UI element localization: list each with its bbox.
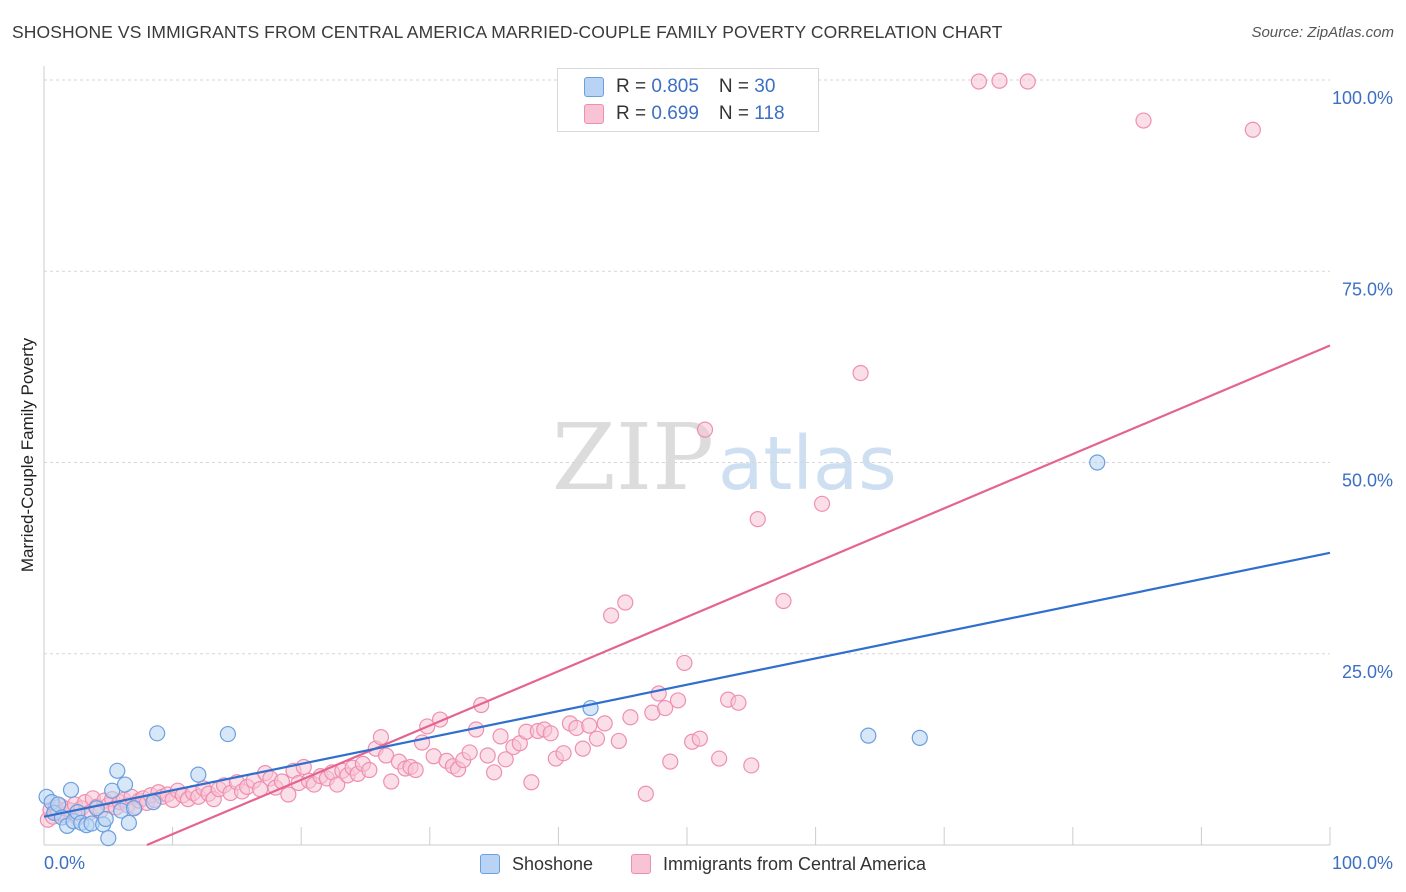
legend-swatch-shoshone: [480, 854, 500, 874]
immigrants-point: [407, 761, 424, 779]
immigrants-point: [669, 692, 687, 709]
immigrants-point: [617, 594, 634, 611]
shoshone-point: [125, 800, 143, 817]
immigrants-point: [991, 72, 1008, 89]
immigrants-point: [1135, 112, 1152, 129]
watermark: ZIP atlas: [552, 404, 897, 511]
legend-n-value: 118: [754, 103, 785, 124]
immigrants-point: [749, 511, 766, 528]
immigrants-point: [676, 654, 693, 672]
legend-n-label: N =: [718, 76, 755, 97]
immigrants-point: [461, 744, 478, 761]
immigrants-point: [361, 761, 378, 779]
immigrants-point: [1019, 73, 1036, 90]
immigrants-point: [372, 729, 390, 746]
legend-r-label: R =: [616, 76, 652, 97]
chart-title: SHOSHONE VS IMMIGRANTS FROM CENTRAL AMER…: [12, 22, 1003, 42]
immigrants-point: [852, 364, 869, 382]
shoshone-point: [1089, 454, 1106, 471]
immigrants-point: [329, 776, 346, 793]
immigrants-point: [603, 607, 620, 624]
immigrants-point: [581, 717, 598, 734]
gridlines: [44, 79, 1330, 655]
immigrants-point: [610, 732, 627, 750]
shoshone-point: [120, 814, 137, 831]
legend-swatch-immigrants: [631, 854, 651, 874]
shoshone-point: [911, 729, 928, 747]
legend-r-value: 0.699: [651, 103, 699, 124]
immigrants-point: [622, 709, 639, 726]
shoshone-point: [860, 727, 877, 744]
immigrants-point: [383, 773, 400, 790]
legend-label-immigrants: Immigrants from Central America: [663, 853, 927, 874]
legend-r-value: 0.805: [651, 76, 699, 97]
axes: [43, 66, 1331, 846]
y-tick-label: 25.0%: [1342, 662, 1393, 682]
immigrants-point: [542, 725, 559, 742]
y-tick-label: 100.0%: [1332, 88, 1393, 108]
correlation-legend: R = 0.805 N = 30 R = 0.699 N = 118: [557, 68, 819, 132]
immigrants-point: [970, 73, 988, 90]
immigrants-point: [588, 730, 606, 747]
legend-row-immigrants: R = 0.699 N = 118: [558, 100, 785, 128]
immigrants-trend-line: [146, 344, 1331, 847]
immigrants-point: [662, 753, 679, 770]
immigrants-point: [813, 495, 831, 512]
x-tick-label: 100.0%: [1332, 853, 1393, 873]
legend-swatch-immigrants: [584, 104, 604, 124]
shoshone-point: [100, 830, 117, 847]
source-label: Source: ZipAtlas.com: [1251, 24, 1394, 41]
immigrants-point: [657, 699, 674, 717]
immigrants-point: [377, 747, 395, 764]
watermark-atlas: atlas: [718, 421, 897, 507]
shoshone-trend-line: [43, 551, 1331, 818]
immigrants-point: [523, 774, 540, 791]
shoshone-point: [219, 725, 236, 743]
immigrants-point: [637, 785, 654, 802]
shoshone-point: [190, 766, 207, 783]
immigrants-point: [691, 730, 708, 747]
x-tick-label: 0.0%: [44, 853, 85, 873]
immigrants-point: [775, 592, 792, 610]
immigrants-point: [696, 421, 714, 438]
shoshone-point: [62, 781, 80, 799]
series-shoshone-points: [38, 454, 1106, 847]
shoshone-point: [116, 776, 134, 793]
y-tick-label: 50.0%: [1342, 471, 1393, 491]
immigrants-point: [497, 751, 514, 768]
legend-n-value: 30: [754, 76, 776, 97]
immigrants-point: [711, 750, 728, 767]
tick-labels: 25.0% 50.0% 75.0% 100.0% 0.0% 100.0%: [44, 88, 1393, 873]
shoshone-point: [145, 794, 162, 811]
series-legend: Shoshone Immigrants from Central America: [0, 852, 1406, 878]
legend-row-shoshone: R = 0.805 N = 30: [558, 73, 775, 101]
immigrants-point: [1244, 121, 1261, 138]
immigrants-point: [555, 745, 572, 762]
shoshone-point: [109, 762, 126, 779]
immigrants-point: [650, 685, 667, 702]
immigrants-point: [596, 715, 613, 732]
immigrants-point: [743, 757, 760, 774]
immigrants-point: [486, 764, 503, 781]
shoshone-point: [97, 810, 114, 828]
immigrants-point: [492, 728, 509, 745]
trend-lines: [43, 344, 1331, 847]
legend-label-shoshone: Shoshone: [512, 853, 594, 874]
y-tick-label: 75.0%: [1342, 279, 1393, 299]
legend-item-shoshone[interactable]: Shoshone: [480, 852, 593, 876]
immigrants-point: [479, 747, 496, 764]
watermark-zip: ZIP: [552, 404, 714, 511]
shoshone-point: [149, 725, 166, 742]
legend-r-label: R =: [616, 103, 652, 124]
immigrants-point: [280, 786, 297, 803]
immigrants-point: [574, 740, 591, 757]
legend-item-immigrants[interactable]: Immigrants from Central America: [631, 852, 926, 876]
legend-n-label: N =: [718, 103, 755, 124]
shoshone-point: [104, 782, 121, 799]
legend-swatch-shoshone: [584, 77, 604, 97]
immigrants-point: [730, 694, 747, 711]
